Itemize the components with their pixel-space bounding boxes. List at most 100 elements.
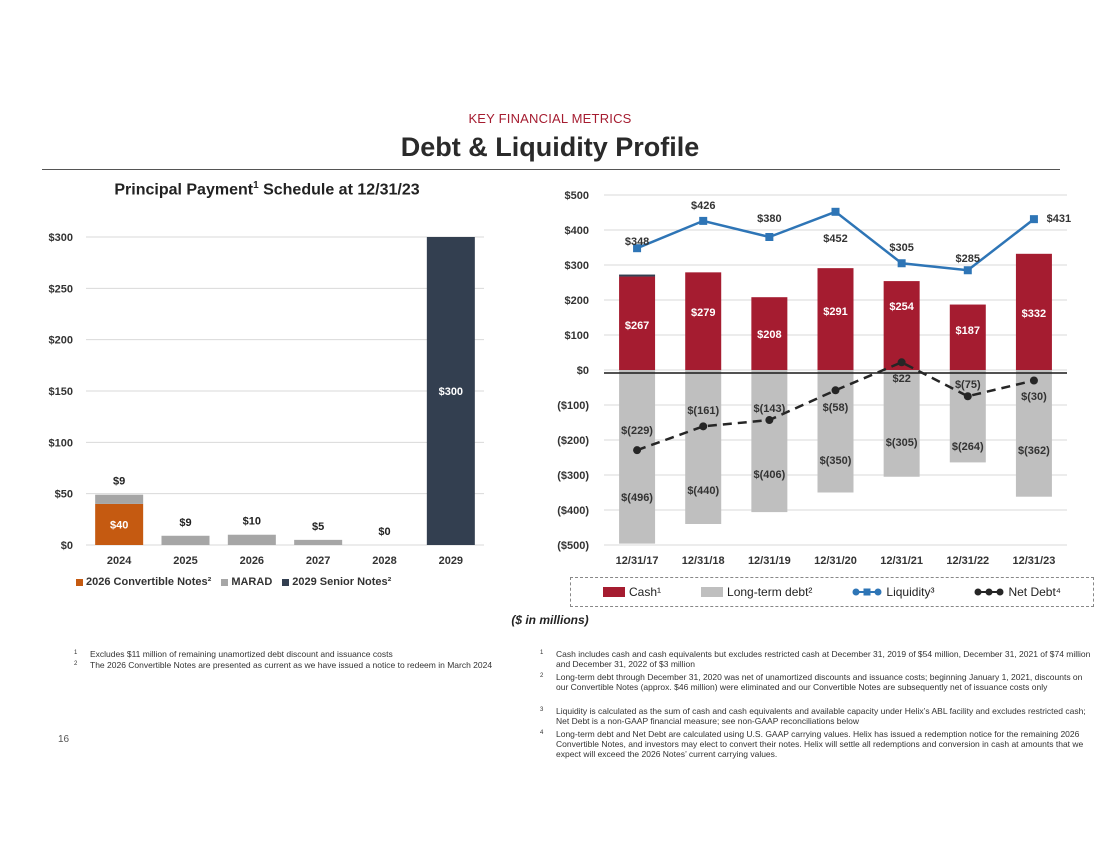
y-tick-label: ($300) <box>557 470 589 482</box>
legend-item-cash: Cash¹ <box>603 585 661 599</box>
legend-item-marad: MARAD <box>221 576 272 588</box>
net-debt-label: $(58) <box>823 402 849 414</box>
footnote-text: The 2026 Convertible Notes are presented… <box>90 660 493 670</box>
cash-value-label: $291 <box>823 306 847 318</box>
net-debt-label: $(30) <box>1021 391 1047 403</box>
net-debt-point <box>897 358 906 367</box>
footnote-text: Excludes $11 million of remaining unamor… <box>90 649 393 659</box>
legend-swatch-liquidity <box>852 588 882 596</box>
net-debt-label: $22 <box>892 373 910 385</box>
legend-item-convertible: 2026 Convertible Notes² <box>76 576 211 588</box>
bar-long-term-debt <box>883 370 920 477</box>
footnote-left-1: 1 Excludes $11 million of remaining unamo… <box>74 649 494 660</box>
y-tick-label: $100 <box>565 330 589 342</box>
bar-total-label: $0 <box>378 526 390 538</box>
legend-label-cash: Cash¹ <box>629 585 662 599</box>
net-debt-point <box>1029 376 1038 385</box>
bar-long-term-debt <box>619 370 656 544</box>
section-kicker: KEY FINANCIAL METRICS <box>468 111 632 126</box>
legend-label-net-debt: Net Debt⁴ <box>1008 585 1061 599</box>
debt-value-label: $(496) <box>621 492 653 504</box>
bar-long-term-debt <box>949 370 986 463</box>
footnote-number: 4 <box>540 730 544 736</box>
footnote-left-2: 2 The 2026 Convertible Notes are presente… <box>74 660 494 671</box>
cash-value-label: $332 <box>1022 308 1046 320</box>
debt-value-label: $(406) <box>753 469 785 481</box>
debt-value-label: $(264) <box>952 441 984 453</box>
net-debt-point <box>765 416 774 425</box>
y-tick-label: $100 <box>49 437 73 449</box>
net-debt-point <box>633 446 642 455</box>
debt-value-label: $(305) <box>886 437 918 449</box>
x-tick-label: 2026 <box>240 555 264 567</box>
bar-value-label: $40 <box>110 519 128 531</box>
footnote-right-2: 2 Long-term debt through December 31, 202… <box>540 672 1095 693</box>
bar-marad <box>161 535 210 545</box>
right-chart-legend: Cash¹ Long-term debt² Liquidity³ Net Deb… <box>570 577 1094 607</box>
cash-value-label: $254 <box>889 301 914 313</box>
net-debt-label: $(143) <box>753 403 785 415</box>
x-tick-label: 12/31/19 <box>748 555 791 567</box>
y-tick-label: $400 <box>565 225 589 237</box>
legend-swatch-convertible <box>76 578 83 586</box>
bar-cash <box>751 297 788 370</box>
liquidity-point <box>831 207 840 216</box>
y-tick-label: $50 <box>55 489 73 501</box>
liquidity-label: $452 <box>823 233 847 245</box>
legend-swatch-senior-notes <box>282 578 290 586</box>
y-tick-label: ($200) <box>557 435 589 447</box>
legend-item-senior-notes: 2029 Senior Notes² <box>282 576 391 588</box>
footnote-right-1: 1 Cash includes cash and cash equivalents… <box>540 649 1095 670</box>
y-tick-label: ($400) <box>557 505 589 517</box>
left-chart-title-footnote-ref: 1 <box>253 180 259 191</box>
footnote-text: Long-term debt and Net Debt are calculat… <box>556 729 1084 759</box>
x-tick-label: 2025 <box>173 555 197 567</box>
liquidity-point <box>963 266 972 275</box>
footnote-number: 3 <box>540 707 544 713</box>
bar-cash <box>949 304 986 370</box>
liquidity-label: $285 <box>956 253 980 265</box>
liquidity-point <box>897 259 906 268</box>
footnote-right-3: 3 Liquidity is calculated as the sum of c… <box>540 706 1095 727</box>
legend-label-senior-notes: 2029 Senior Notes² <box>292 576 392 588</box>
x-tick-label: 12/31/21 <box>880 555 923 567</box>
liquidity-label: $426 <box>691 200 715 212</box>
y-tick-label: $300 <box>49 232 73 244</box>
legend-label-marad: MARAD <box>231 576 273 588</box>
left-chart-title-rest: Schedule at 12/31/23 <box>258 181 420 199</box>
legend-swatch-long-term-debt <box>701 587 724 597</box>
bar-cash <box>619 276 656 370</box>
footnote-right-4: 4 Long-term debt and Net Debt are calcula… <box>540 729 1095 759</box>
y-tick-label: $0 <box>61 540 73 552</box>
legend-swatch-net-debt <box>974 588 1004 596</box>
bar-senior <box>426 237 475 545</box>
bar-marad <box>95 494 144 504</box>
y-tick-label: $300 <box>565 260 589 272</box>
x-tick-label: 2028 <box>372 555 396 567</box>
legend-label-long-term-debt: Long-term debt² <box>727 585 813 599</box>
y-tick-label: $500 <box>565 190 589 202</box>
bar-long-term-debt <box>751 370 788 513</box>
bar-long-term-debt <box>685 370 722 524</box>
y-tick-label: $200 <box>49 335 73 347</box>
legend-swatch-marad <box>221 578 229 586</box>
footnote-number: 1 <box>74 650 78 656</box>
y-tick-label: $200 <box>565 295 589 307</box>
debt-value-label: $(362) <box>1018 445 1050 457</box>
y-tick-label: $250 <box>49 283 73 295</box>
y-tick-label: ($100) <box>557 400 589 412</box>
legend-item-long-term-debt: Long-term debt² <box>701 585 812 599</box>
bar-total-label: $9 <box>179 517 191 529</box>
footnote-text: Liquidity is calculated as the sum of ca… <box>556 706 1086 726</box>
x-tick-label: 2027 <box>306 555 330 567</box>
liquidity-point <box>1029 215 1038 224</box>
cash-value-label: $267 <box>625 320 649 332</box>
footnote-text: Cash includes cash and cash equivalents … <box>556 649 1091 669</box>
cash-value-label: $208 <box>757 329 781 341</box>
liquidity-label: $305 <box>889 242 913 254</box>
footnote-text: Long-term debt through December 31, 2020… <box>556 672 1083 692</box>
footnote-number: 2 <box>540 673 544 679</box>
footnote-number: 1 <box>540 650 544 656</box>
liquidity-point <box>765 233 774 241</box>
